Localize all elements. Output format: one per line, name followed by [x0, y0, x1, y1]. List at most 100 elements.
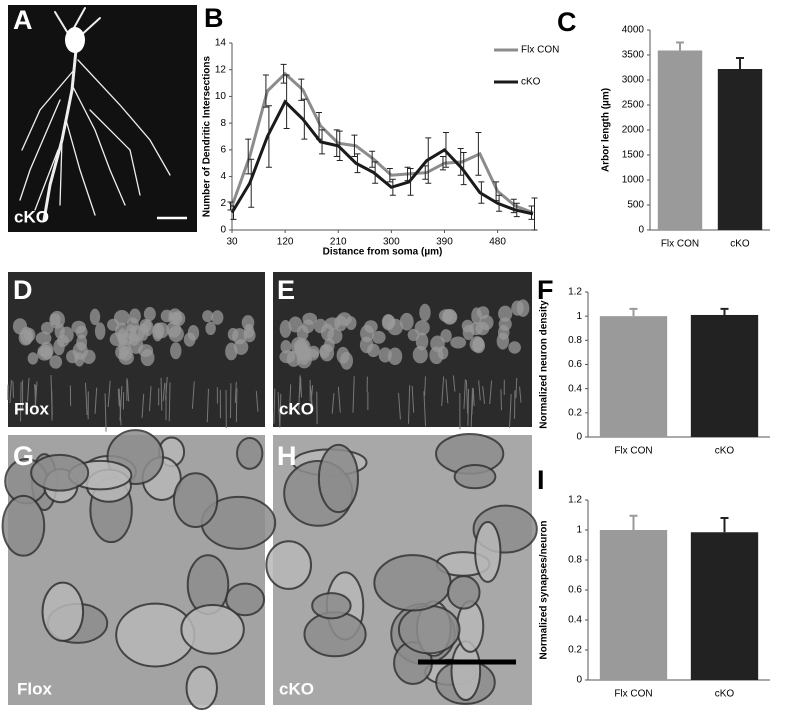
- cell-body: [345, 316, 357, 331]
- dendrite: [94, 387, 98, 414]
- x-tick-label: 30: [226, 237, 238, 248]
- x-tick-label: 210: [330, 237, 347, 248]
- dendrite: [331, 393, 335, 414]
- cell-body: [232, 328, 247, 345]
- dendrite: [119, 385, 123, 421]
- membrane: [41, 581, 85, 642]
- image-bg: [8, 5, 197, 232]
- panel-letter: B: [204, 3, 224, 33]
- y-tick-label: 0: [220, 225, 226, 236]
- bar: [657, 50, 703, 230]
- x-tick-label: Flx CON: [614, 446, 652, 457]
- y-tick-label: 10: [215, 91, 227, 102]
- y-tick-label: 0.2: [568, 645, 582, 656]
- error-bar: [457, 148, 464, 176]
- dendrite: [500, 389, 502, 411]
- dendrite: [509, 394, 512, 428]
- dendrite: [407, 385, 411, 424]
- cell-body: [140, 349, 155, 367]
- y-tick-label: 0.6: [568, 359, 582, 370]
- legend-label: cKO: [521, 77, 541, 88]
- cell-body: [336, 346, 350, 364]
- bar: [690, 314, 759, 437]
- error-bar: [425, 137, 432, 184]
- y-tick-label: 4: [220, 171, 226, 182]
- panel-letter: C: [557, 7, 577, 37]
- x-tick-label: Flx CON: [661, 239, 699, 250]
- series-line: [230, 71, 534, 215]
- membrane: [265, 540, 313, 590]
- cell-body: [296, 351, 312, 369]
- cell-body: [243, 328, 256, 343]
- cell-body: [307, 345, 320, 358]
- y-tick-label: 3500: [622, 50, 645, 61]
- error-bar: [230, 205, 237, 220]
- y-axis-label: Normalized neuron density: [539, 300, 550, 429]
- bar: [599, 316, 668, 437]
- cell-body: [205, 321, 216, 336]
- cell-body: [187, 324, 200, 341]
- cell-body: [387, 347, 403, 366]
- cell-body: [450, 336, 467, 349]
- cell-body: [89, 308, 101, 326]
- y-tick-label: 12: [215, 64, 227, 75]
- cell-body: [139, 318, 152, 333]
- error-bar: [351, 134, 358, 158]
- panel-letter: F: [537, 275, 554, 305]
- dendrite: [519, 386, 522, 403]
- legend-label: Flx CON: [521, 45, 559, 56]
- dendrite: [160, 377, 163, 411]
- error-bar: [720, 307, 729, 315]
- x-tick-label: 120: [277, 237, 294, 248]
- membrane: [311, 592, 352, 620]
- panel-letter: A: [13, 5, 33, 35]
- error-bar: [283, 74, 290, 129]
- bar: [599, 530, 668, 680]
- y-tick-label: 1.2: [568, 287, 582, 298]
- y-tick-label: 1500: [622, 150, 645, 161]
- cell-body: [371, 330, 386, 344]
- y-tick-label: 0: [576, 675, 582, 686]
- dendrite: [309, 385, 313, 408]
- cell-body: [334, 315, 348, 332]
- y-tick-label: 0.4: [568, 615, 582, 626]
- y-tick-label: 1: [576, 525, 582, 536]
- cell-body: [296, 324, 309, 341]
- y-tick-label: 4000: [622, 25, 645, 36]
- membrane: [446, 575, 481, 610]
- dendrite: [206, 388, 209, 423]
- cell-body: [293, 339, 309, 355]
- error-bar: [407, 168, 414, 196]
- x-tick-label: cKO: [715, 689, 735, 700]
- y-axis-label: Number of Dendritic Intersections: [202, 55, 213, 217]
- y-tick-label: 2500: [622, 100, 645, 111]
- dendrite: [235, 388, 238, 422]
- dendrite: [34, 384, 37, 401]
- y-tick-label: 0.8: [568, 335, 582, 346]
- cell-body: [498, 305, 513, 322]
- dendrite: [148, 386, 152, 412]
- cell-body: [319, 344, 330, 359]
- y-tick-label: 2: [220, 198, 226, 209]
- error-bar: [369, 150, 376, 168]
- bar: [717, 69, 763, 230]
- x-tick-label: Flx CON: [614, 689, 652, 700]
- error-bar: [245, 138, 252, 175]
- dendrite: [141, 393, 145, 418]
- cell-body: [82, 349, 96, 364]
- membrane: [474, 520, 502, 583]
- cell-body: [381, 314, 395, 331]
- image-label: cKO: [279, 679, 314, 698]
- y-tick-label: 0.2: [568, 407, 582, 418]
- cell-body: [27, 352, 39, 365]
- error-bar: [333, 129, 340, 158]
- cell-body: [430, 335, 445, 352]
- dendrite: [465, 380, 469, 414]
- cell-body: [118, 350, 134, 365]
- error-bar: [676, 41, 684, 51]
- error-bar: [354, 153, 361, 174]
- dendrite: [117, 388, 120, 407]
- cell-body: [168, 312, 183, 326]
- cell-body: [225, 342, 238, 361]
